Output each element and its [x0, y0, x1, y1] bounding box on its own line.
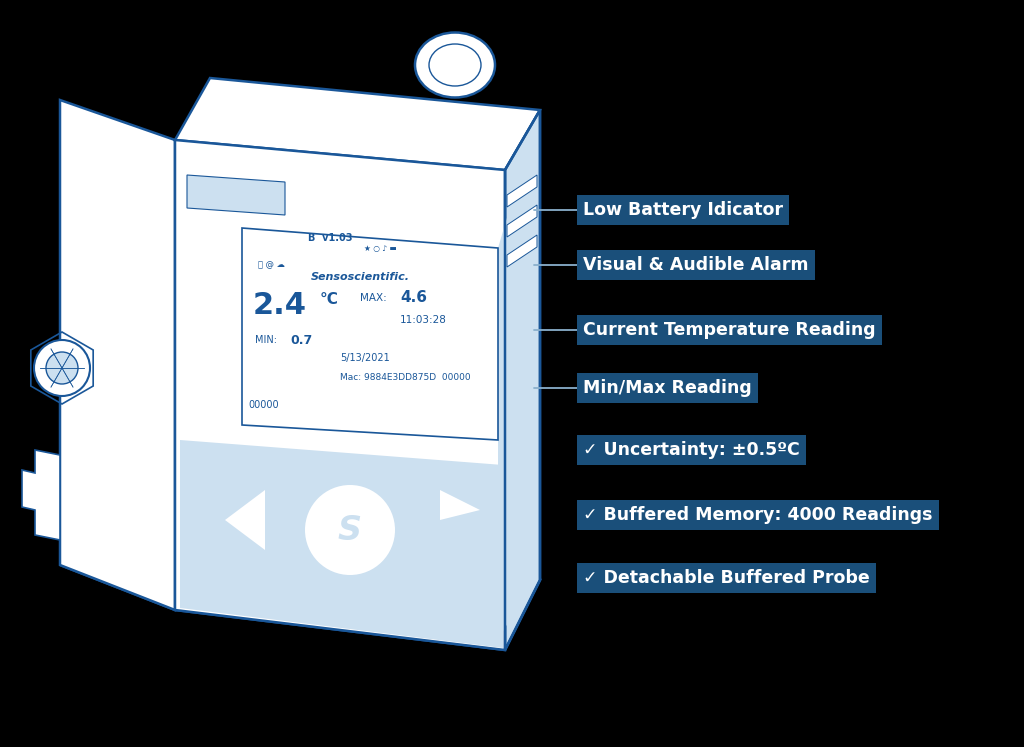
Text: ⦿ @ ☁: ⦿ @ ☁: [258, 261, 285, 270]
Polygon shape: [225, 490, 265, 550]
Polygon shape: [175, 140, 505, 650]
Circle shape: [34, 340, 90, 396]
Text: Mac: 9884E3DD875D  00000: Mac: 9884E3DD875D 00000: [340, 374, 471, 382]
Text: 0.7: 0.7: [290, 333, 312, 347]
Text: 5/13/2021: 5/13/2021: [340, 353, 390, 363]
Polygon shape: [498, 120, 536, 640]
Text: Low Battery Idicator: Low Battery Idicator: [583, 201, 783, 219]
Circle shape: [305, 485, 395, 575]
Polygon shape: [505, 110, 540, 650]
Text: MIN:: MIN:: [255, 335, 278, 345]
Polygon shape: [22, 450, 60, 540]
Text: ✓ Uncertainty: ±0.5ºC: ✓ Uncertainty: ±0.5ºC: [583, 441, 800, 459]
Text: Current Temperature Reading: Current Temperature Reading: [583, 321, 876, 339]
Polygon shape: [507, 205, 537, 237]
Circle shape: [46, 352, 78, 384]
Polygon shape: [440, 490, 480, 520]
Text: ✓ Detachable Buffered Probe: ✓ Detachable Buffered Probe: [583, 569, 869, 587]
Ellipse shape: [415, 33, 495, 98]
Text: 4.6: 4.6: [400, 291, 427, 306]
Text: Sensoscientific.: Sensoscientific.: [310, 272, 410, 282]
Text: 00000: 00000: [248, 400, 279, 410]
Polygon shape: [507, 175, 537, 207]
Text: ★ ○ ♪ ▬: ★ ○ ♪ ▬: [364, 244, 396, 252]
Text: Visual & Audible Alarm: Visual & Audible Alarm: [583, 256, 809, 274]
Text: B  v1.03: B v1.03: [308, 233, 352, 243]
Text: MAX:: MAX:: [360, 293, 387, 303]
Text: 11:03:28: 11:03:28: [400, 315, 446, 325]
Polygon shape: [507, 235, 537, 267]
Polygon shape: [60, 565, 540, 650]
Polygon shape: [180, 440, 503, 648]
Polygon shape: [242, 228, 498, 440]
Text: ✓ Buffered Memory: 4000 Readings: ✓ Buffered Memory: 4000 Readings: [583, 506, 933, 524]
Text: Min/Max Reading: Min/Max Reading: [583, 379, 752, 397]
Text: 2.4: 2.4: [253, 291, 307, 320]
Polygon shape: [60, 100, 175, 610]
Text: °C: °C: [319, 293, 339, 308]
Text: S: S: [338, 513, 362, 547]
Polygon shape: [187, 175, 285, 215]
Ellipse shape: [429, 44, 481, 86]
Polygon shape: [175, 78, 540, 170]
